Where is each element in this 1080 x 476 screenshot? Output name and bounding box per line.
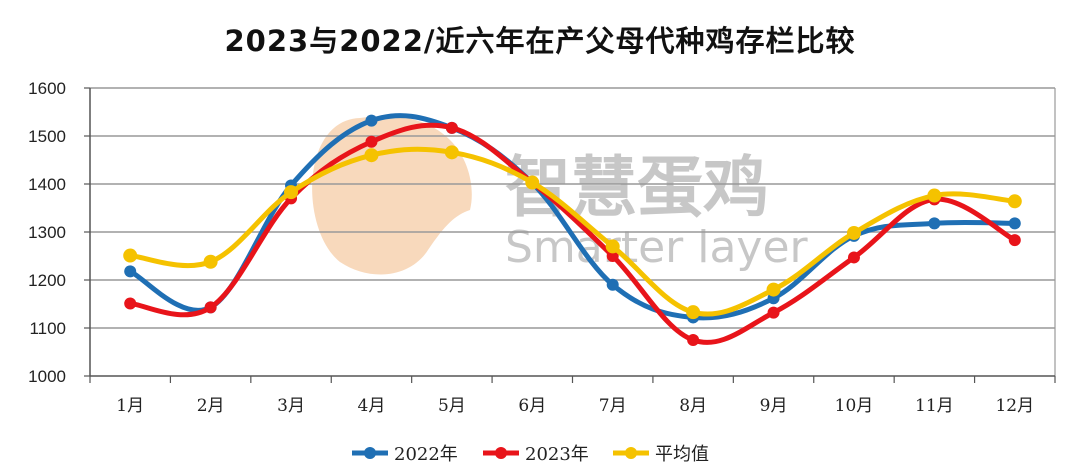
data-point bbox=[365, 135, 378, 148]
chart-title: 2023与2022/近六年在产父母代种鸡存栏比较 bbox=[224, 24, 856, 58]
data-point bbox=[124, 297, 137, 310]
series-group bbox=[123, 113, 1022, 346]
data-point bbox=[525, 175, 540, 190]
x-tick-label: 6月 bbox=[518, 396, 546, 416]
data-point bbox=[284, 185, 299, 200]
data-point bbox=[767, 306, 780, 319]
data-point bbox=[687, 334, 700, 346]
series-line-2 bbox=[127, 122, 1018, 345]
x-tick-label: 2月 bbox=[197, 396, 225, 416]
watermark: 智慧蛋鸡 Smarter layer bbox=[312, 116, 809, 275]
x-tick-label: 9月 bbox=[760, 396, 788, 416]
y-tick-label: 1000 bbox=[28, 367, 66, 386]
data-point bbox=[605, 239, 620, 254]
y-tick-label: 1600 bbox=[28, 79, 66, 98]
x-axis-ticks: 1月 2月 3月 4月 5月 6月 7月 8月 9月 10月 11月 12月 bbox=[116, 396, 1034, 416]
data-point bbox=[1007, 194, 1022, 209]
data-point bbox=[846, 225, 861, 240]
data-point bbox=[365, 114, 378, 127]
y-tick-label: 1500 bbox=[28, 127, 66, 146]
y-tick-label: 1400 bbox=[28, 175, 66, 194]
data-point bbox=[204, 301, 217, 314]
y-tick-label: 1300 bbox=[28, 223, 66, 242]
data-point bbox=[123, 248, 138, 263]
x-tick-label: 4月 bbox=[358, 396, 386, 416]
data-point bbox=[606, 250, 619, 262]
data-point bbox=[686, 305, 701, 320]
data-point bbox=[847, 251, 860, 264]
data-point bbox=[364, 148, 379, 163]
x-tick-label: 8月 bbox=[679, 396, 707, 416]
x-tick-label: 11月 bbox=[915, 396, 954, 416]
data-point bbox=[927, 188, 942, 203]
legend-marker bbox=[495, 447, 507, 459]
data-point bbox=[445, 121, 458, 134]
legend-label: 2023年 bbox=[525, 444, 589, 465]
watermark-en: Smarter layer bbox=[505, 222, 809, 273]
legend: 2022年 2023年 平均值 bbox=[352, 444, 709, 465]
data-point bbox=[1008, 234, 1021, 247]
watermark-cn: 智慧蛋鸡 bbox=[505, 149, 769, 226]
axes bbox=[84, 87, 1056, 383]
y-tick-label: 1200 bbox=[28, 271, 66, 290]
legend-label: 2022年 bbox=[394, 444, 458, 465]
data-point bbox=[928, 217, 941, 230]
x-tick-label: 10月 bbox=[835, 396, 874, 416]
legend-label: 平均值 bbox=[655, 444, 709, 465]
x-tick-label: 3月 bbox=[277, 396, 305, 416]
legend-marker bbox=[625, 447, 637, 459]
data-point bbox=[606, 278, 619, 291]
data-point bbox=[766, 282, 781, 297]
data-point bbox=[124, 265, 137, 278]
data-point bbox=[203, 254, 218, 269]
data-point bbox=[444, 145, 459, 160]
legend-marker bbox=[364, 447, 376, 459]
x-tick-label: 1月 bbox=[116, 396, 144, 416]
y-tick-label: 1100 bbox=[29, 319, 66, 338]
y-axis-ticks: 1000 1100 1200 1300 1400 1500 1600 bbox=[28, 79, 66, 386]
data-point bbox=[1008, 217, 1021, 230]
x-tick-label: 5月 bbox=[438, 396, 466, 416]
x-tick-label: 12月 bbox=[995, 396, 1034, 416]
x-tick-label: 7月 bbox=[599, 396, 627, 416]
watermark-logo-icon bbox=[312, 116, 472, 275]
